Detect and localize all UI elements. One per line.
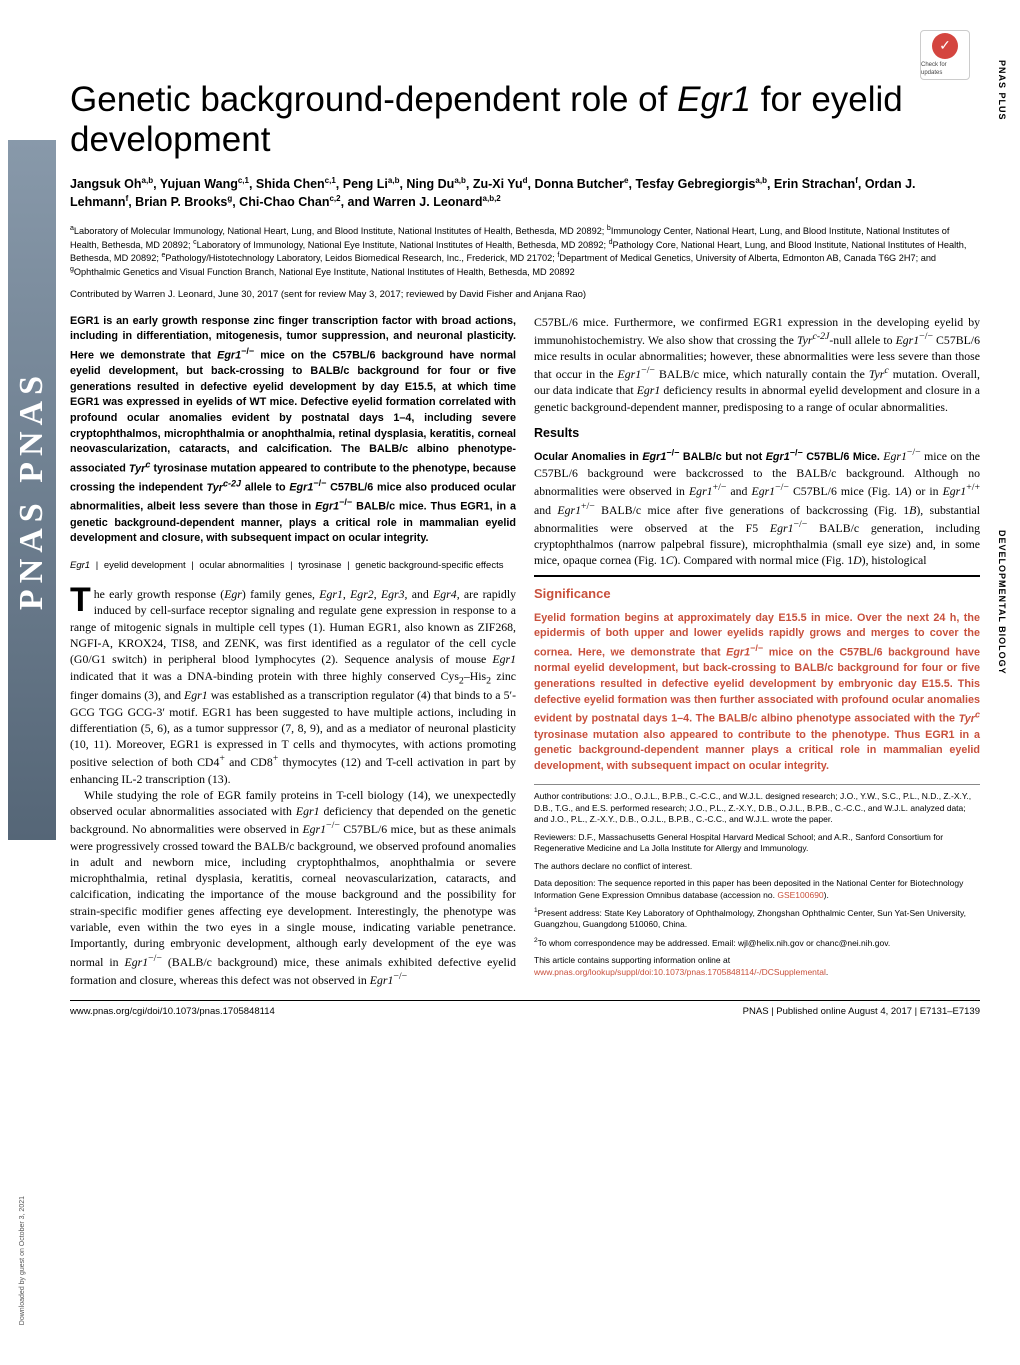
- abstract: EGR1 is an early growth response zinc fi…: [70, 314, 516, 547]
- article-title: Genetic background-dependent role of Egr…: [70, 80, 910, 161]
- downloaded-note: Downloaded by guest on October 3, 2021: [18, 1196, 28, 1325]
- article-meta: Author contributions: J.O., O.J.L., B.P.…: [534, 784, 980, 978]
- results-heading: Results: [534, 425, 980, 443]
- significance-box: Significance Eyelid formation begins at …: [534, 575, 980, 979]
- supporting-info-link[interactable]: www.pnas.org/lookup/suppl/doi:10.1073/pn…: [534, 967, 826, 977]
- geo-accession-link[interactable]: GSE100690: [777, 890, 823, 900]
- supporting-info: This article contains supporting informa…: [534, 955, 980, 978]
- affiliations: aLaboratory of Molecular Immunology, Nat…: [70, 224, 980, 278]
- data-deposition: Data deposition: The sequence reported i…: [534, 878, 980, 901]
- footer-doi: www.pnas.org/cgi/doi/10.1073/pnas.170584…: [70, 1005, 275, 1018]
- conflict-of-interest: The authors declare no conflict of inter…: [534, 861, 980, 872]
- page-footer: www.pnas.org/cgi/doi/10.1073/pnas.170584…: [70, 1000, 980, 1018]
- significance-heading: Significance: [534, 585, 980, 603]
- author-list: Jangsuk Oha,b, Yujuan Wangc,1, Shida Che…: [70, 175, 980, 213]
- significance-text: Eyelid formation begins at approximately…: [534, 611, 980, 775]
- author-contributions: Author contributions: J.O., O.J.L., B.P.…: [534, 791, 980, 825]
- intro-text: The early growth response (Egr) family g…: [70, 586, 516, 988]
- present-address-note: 1Present address: State Key Laboratory o…: [534, 907, 980, 931]
- contributed-line: Contributed by Warren J. Leonard, June 3…: [70, 288, 980, 301]
- col2-continuation: C57BL/6 mice. Furthermore, we confirmed …: [534, 314, 980, 415]
- correspondence-note: 2To whom correspondence may be addressed…: [534, 937, 980, 949]
- footer-citation: PNAS | Published online August 4, 2017 |…: [743, 1005, 980, 1018]
- reviewers: Reviewers: D.F., Massachusetts General H…: [534, 832, 980, 855]
- keywords: Egr1 | eyelid development | ocular abnor…: [70, 559, 516, 572]
- dropcap: T: [70, 586, 94, 614]
- results-text: Ocular Anomalies in Egr1−/− BALB/c but n…: [534, 446, 980, 568]
